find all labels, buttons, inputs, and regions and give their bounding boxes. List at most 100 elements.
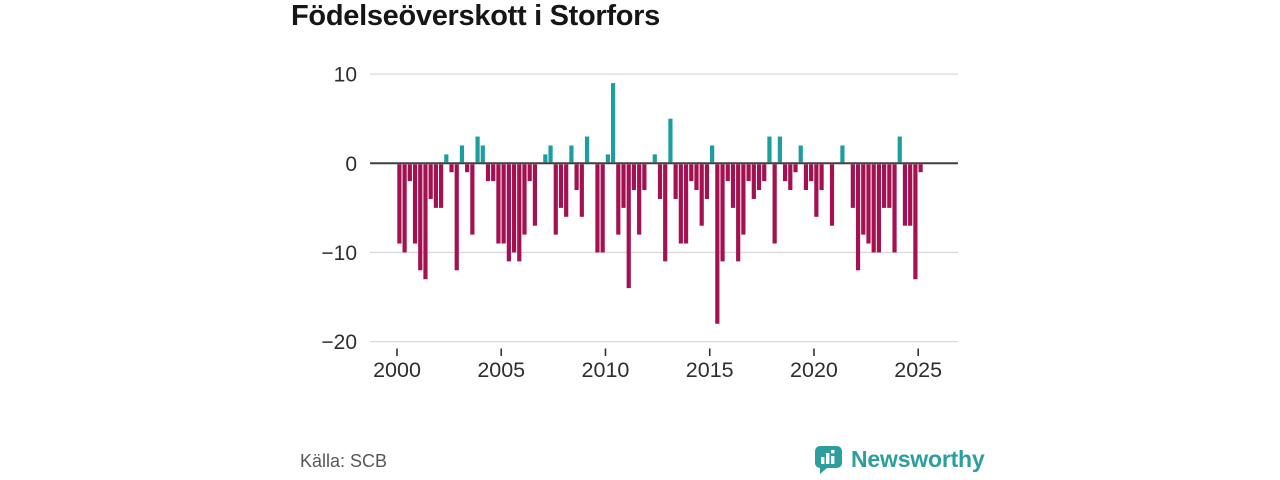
bar <box>798 145 803 163</box>
bar <box>517 164 522 262</box>
y-axis-tick-label: −20 <box>321 331 357 354</box>
bar <box>569 145 574 163</box>
x-axis-tick-label: 2015 <box>686 358 734 382</box>
bar <box>574 164 579 191</box>
bar <box>459 145 465 163</box>
bar <box>866 164 871 244</box>
bar <box>657 164 663 199</box>
bar <box>683 164 689 244</box>
bar <box>652 154 657 163</box>
bar <box>902 164 908 226</box>
bar <box>809 164 814 182</box>
bar <box>736 164 741 262</box>
bar <box>772 164 777 244</box>
bar <box>741 164 746 235</box>
bar <box>496 164 501 244</box>
bar <box>465 164 470 173</box>
bar <box>897 136 902 163</box>
bar <box>553 164 558 235</box>
bar <box>491 164 496 182</box>
bar <box>626 164 631 289</box>
bar <box>746 164 751 182</box>
bar <box>527 164 532 182</box>
bar <box>631 164 637 191</box>
bar <box>595 164 600 253</box>
bar <box>871 164 876 253</box>
source-label: Källa: SCB <box>300 451 388 471</box>
bar <box>418 164 423 271</box>
bar <box>600 164 605 253</box>
x-axis-tick-label: 2000 <box>373 358 421 382</box>
bar <box>767 136 772 163</box>
x-axis-tick-label: 2025 <box>894 358 942 382</box>
y-axis-tick-label: 0 <box>345 153 357 176</box>
bar <box>506 164 511 262</box>
bar <box>449 164 454 173</box>
bar <box>829 164 835 226</box>
bar <box>616 164 621 235</box>
bar <box>470 164 475 235</box>
bar <box>397 164 402 244</box>
bar <box>402 164 407 253</box>
bar <box>777 136 782 163</box>
chart-title: Födelseöverskott i Storfors <box>291 0 660 32</box>
bar <box>480 145 485 163</box>
bar <box>678 164 683 244</box>
bar <box>918 164 923 173</box>
bar <box>882 164 887 208</box>
bar <box>522 164 527 235</box>
bar <box>710 145 715 163</box>
bar <box>689 164 694 182</box>
bar <box>564 164 569 217</box>
bar <box>840 145 845 163</box>
bar <box>876 164 882 253</box>
bar <box>694 164 699 191</box>
bar <box>819 164 824 191</box>
bar <box>584 136 590 163</box>
bar <box>725 164 730 182</box>
bar <box>751 164 756 199</box>
bar <box>501 164 506 244</box>
bar <box>855 164 861 271</box>
bar <box>782 164 788 182</box>
bar <box>887 164 892 208</box>
bar <box>668 118 673 163</box>
bar <box>543 154 548 163</box>
bar <box>861 164 866 235</box>
bar <box>793 164 798 173</box>
bar <box>438 164 444 208</box>
bar <box>558 164 564 208</box>
bar <box>637 164 642 235</box>
bar <box>803 164 809 191</box>
bar <box>720 164 725 262</box>
bar <box>908 164 913 226</box>
bar <box>913 164 918 280</box>
bar <box>814 164 819 217</box>
bar <box>715 164 720 324</box>
bar <box>788 164 793 191</box>
brand-name: Newsworthy <box>851 446 985 472</box>
bar <box>428 164 433 199</box>
bar <box>730 164 736 208</box>
newsworthy-icon <box>815 446 842 474</box>
bar <box>605 154 610 163</box>
bar <box>704 164 710 199</box>
bar <box>423 164 428 280</box>
x-axis-tick-label: 2020 <box>790 358 838 382</box>
x-axis-tick-label: 2005 <box>477 358 525 382</box>
brand-logo: Newsworthy <box>813 444 985 475</box>
bar <box>621 164 626 208</box>
bar <box>454 164 459 271</box>
bar <box>762 164 767 182</box>
x-axis-tick-label: 2010 <box>582 358 630 382</box>
bar <box>511 164 517 253</box>
bar <box>579 164 584 217</box>
bar <box>412 164 418 244</box>
bar <box>475 136 480 163</box>
bar <box>642 164 647 191</box>
y-axis-tick-label: −10 <box>321 242 357 265</box>
y-axis-tick-label: 10 <box>334 64 357 87</box>
bar <box>892 164 897 253</box>
